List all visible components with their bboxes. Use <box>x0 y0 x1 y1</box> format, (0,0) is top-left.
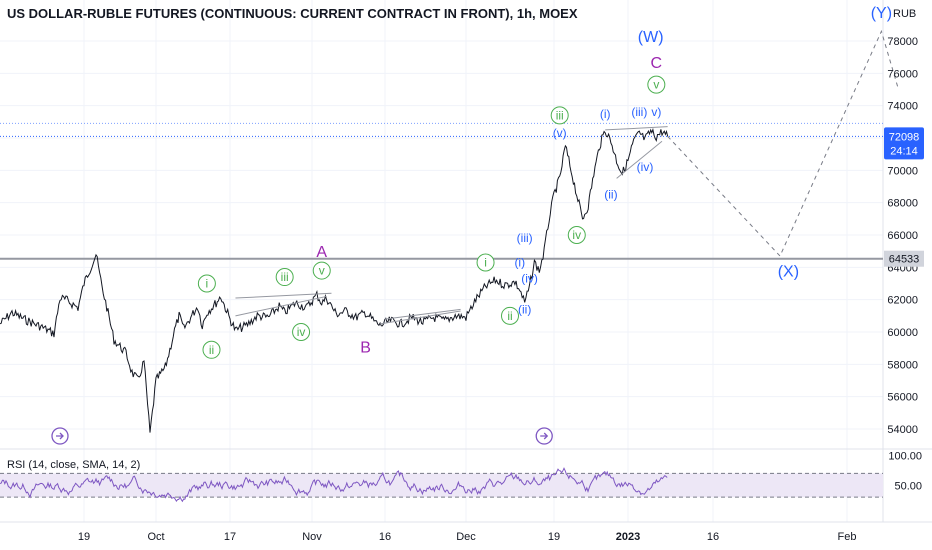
event-markers <box>51 427 553 445</box>
y-tick-label: 66000 <box>887 230 918 242</box>
x-tick-label: 16 <box>707 531 719 543</box>
arrow-right-icon <box>540 432 549 440</box>
wave-label-circle <box>202 340 221 359</box>
countdown-label: 24:14 <box>890 145 918 157</box>
event-marker-icon[interactable] <box>535 427 553 445</box>
wave-label: (ii) <box>518 302 531 316</box>
x-tick-label: Oct <box>147 531 164 543</box>
wave-label: ii <box>209 343 214 357</box>
wave-label: i <box>484 255 487 269</box>
y-tick-label: 56000 <box>887 392 918 404</box>
current-price-label: 72098 <box>889 131 920 143</box>
y-tick-label: 70000 <box>887 165 918 177</box>
x-tick-label: 2023 <box>616 531 640 543</box>
level-tag-bg <box>884 250 924 267</box>
current-price-tag-bg <box>884 127 924 160</box>
rsi-indicator-label[interactable]: RSI (14, close, SMA, 14, 2) <box>7 459 141 471</box>
wave-label-circle <box>501 306 519 325</box>
wave-labels: iiiiiiivvABiii(i)(ii)(iii)(iv)iii(v)iv(i… <box>197 5 892 359</box>
wave-label: v) <box>651 105 661 119</box>
y-tick-label: 74000 <box>887 101 918 113</box>
wave-label: iii <box>556 108 564 122</box>
trendline-lower-1 <box>235 295 327 317</box>
x-tick-label: 16 <box>379 531 391 543</box>
trend-lines <box>235 126 668 325</box>
y-tick-label: 68000 <box>887 198 918 210</box>
wave-label: i <box>206 277 209 291</box>
projection-path <box>667 29 899 257</box>
rsi-tick-label: 100.00 <box>888 451 922 463</box>
x-tick-label: 17 <box>224 531 236 543</box>
wave-label: B <box>360 340 371 357</box>
wave-label: (X) <box>778 264 799 281</box>
y-tick-label: 62000 <box>887 295 918 307</box>
wave-label: ii <box>507 309 512 323</box>
trendline-upper-1 <box>235 292 332 299</box>
currency-label: RUB <box>893 8 917 20</box>
wave-label: (iii) <box>631 105 647 119</box>
y-tick-label: 60000 <box>887 327 918 339</box>
wave-label-circle <box>275 268 294 287</box>
rsi-pane: 100.00 50.00 <box>0 451 922 503</box>
x-tick-label: 19 <box>548 531 560 543</box>
arrow-right-icon <box>56 432 64 440</box>
trendline-upper-3 <box>605 126 668 131</box>
x-tick-label: 19 <box>78 531 90 543</box>
wave-label: iv <box>572 228 581 242</box>
grid <box>0 0 932 523</box>
level-tag-label: 64533 <box>889 254 920 266</box>
chart-title: US DOLLAR-RUBLE FUTURES (CONTINUOUS: CUR… <box>7 6 578 21</box>
price-levels <box>0 122 883 260</box>
wave-label: (iv) <box>637 160 654 174</box>
y-tick-label: 58000 <box>887 359 918 371</box>
x-tick-label: Feb <box>838 531 857 543</box>
wave-label: (iv) <box>521 272 538 286</box>
wave-label: iii <box>281 270 289 284</box>
price-series <box>0 127 669 433</box>
wave-label: A <box>316 244 327 261</box>
rsi-line <box>0 467 668 503</box>
projection-line <box>667 29 899 257</box>
trendline-upper-2 <box>384 308 461 320</box>
y-axis: 5400056000580006000062000640006600068000… <box>884 36 924 436</box>
trendline-lower-3 <box>616 140 663 179</box>
wave-label: (W) <box>638 29 664 46</box>
wave-label: (iii) <box>517 231 533 245</box>
trendline-lower-2 <box>380 310 461 325</box>
wave-label: v <box>653 78 659 92</box>
wave-label: iv <box>297 325 306 339</box>
wave-label: (Y) <box>871 5 892 22</box>
x-tick-label: Nov <box>302 531 322 543</box>
wave-label: (v) <box>553 126 567 140</box>
wave-label: C <box>651 55 663 72</box>
wave-label: v <box>319 264 325 278</box>
event-marker-icon[interactable] <box>51 427 69 445</box>
y-tick-label: 76000 <box>887 68 918 80</box>
wave-label-circle <box>647 75 666 94</box>
x-tick-label: Dec <box>456 531 476 543</box>
y-tick-label: 78000 <box>887 36 918 48</box>
wave-label-circle <box>550 106 569 125</box>
wave-label-circle <box>197 274 216 293</box>
y-tick-label: 54000 <box>887 424 918 436</box>
price-line <box>0 127 669 433</box>
wave-label: (ii) <box>604 188 617 202</box>
x-axis: 19 Oct 17 Nov 16 Dec 19 2023 16 Feb <box>78 531 857 543</box>
wave-label-circle <box>312 261 331 280</box>
wave-label-circle <box>292 323 311 341</box>
wave-label: (i) <box>514 255 525 269</box>
wave-label-circle <box>567 226 586 244</box>
rsi-tick-label: 50.00 <box>894 480 922 492</box>
wave-label: (i) <box>600 107 611 121</box>
wave-label-circle <box>476 253 495 272</box>
